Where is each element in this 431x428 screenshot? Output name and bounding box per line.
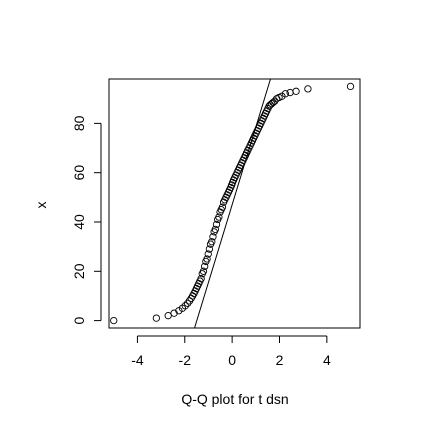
data-point	[347, 83, 353, 89]
y-axis-label: x	[33, 202, 49, 209]
x-axis: -4 -2 0 2 4	[131, 336, 331, 368]
data-point	[153, 315, 159, 321]
x-tick-label: 0	[228, 352, 236, 368]
x-tick-label: 2	[276, 352, 284, 368]
y-tick-label: 20	[71, 263, 87, 279]
x-axis-label: Q-Q plot for t dsn	[181, 391, 288, 407]
y-tick-label: 80	[71, 115, 87, 131]
x-tick-label: -2	[179, 352, 192, 368]
plot-frame	[109, 79, 360, 328]
y-axis: 0 20 40 60 80	[71, 115, 101, 324]
y-tick-label: 0	[71, 317, 87, 325]
data-point	[111, 317, 117, 323]
data-point	[293, 88, 299, 94]
x-tick-label: -4	[131, 352, 144, 368]
data-point	[305, 86, 311, 92]
y-tick-label: 60	[71, 165, 87, 181]
reference-line	[195, 79, 271, 328]
data-point	[165, 312, 171, 318]
x-tick-label: 4	[323, 352, 331, 368]
y-tick-label: 40	[71, 214, 87, 230]
